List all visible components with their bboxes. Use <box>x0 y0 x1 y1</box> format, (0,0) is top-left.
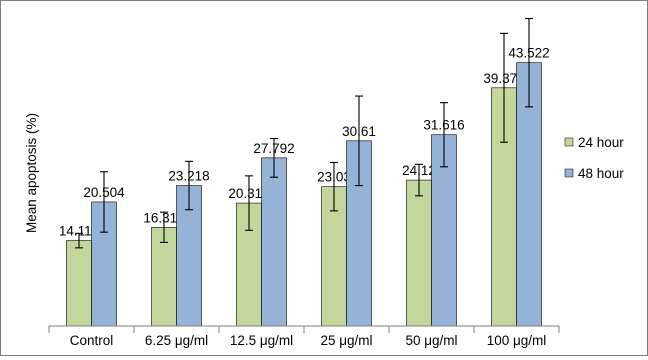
data-label-24-hour-4: 24.12 <box>402 163 436 178</box>
data-label-24-hour-2: 20.318 <box>228 186 269 201</box>
x-tick-label-2: 12.5 μg/ml <box>230 333 293 348</box>
data-label-24-hour-1: 16.318 <box>143 210 184 225</box>
bar-24-hour-1 <box>151 226 177 327</box>
plot-area: 14.116 20.504 Control 16.318 23.218 6.25 μg/m… <box>48 17 560 348</box>
data-label-24-hour-5: 39.372 <box>483 71 524 86</box>
data-label-48-hour-3: 30.61 <box>342 124 376 139</box>
x-tick-label-4: 50 μg/ml <box>405 333 457 348</box>
x-tick-label-0: Control <box>70 333 114 348</box>
data-label-48-hour-4: 31.616 <box>423 118 464 133</box>
data-label-48-hour-1: 23.218 <box>168 169 209 184</box>
legend-label-48-hour: 48 hour <box>578 166 624 181</box>
bar-48-hour-1 <box>176 185 202 327</box>
legend-label-24-hour: 24 hour <box>578 135 624 150</box>
x-tick-label-1: 6.25 μg/ml <box>145 333 208 348</box>
bar-24-hour-5 <box>491 87 517 327</box>
bar-48-hour-4 <box>431 134 457 327</box>
legend-swatch-48-hour <box>564 168 574 178</box>
bar-48-hour-2 <box>261 157 287 327</box>
bar-24-hour-0 <box>66 240 92 327</box>
legend: 24 hour 48 hour <box>564 135 624 181</box>
bar-24-hour-4 <box>406 179 432 327</box>
x-tick-label-3: 25 μg/ml <box>320 333 372 348</box>
data-label-24-hour-3: 23.03 <box>317 170 351 185</box>
legend-swatch-24-hour <box>564 137 574 147</box>
y-axis-title: Mean apoptosis (%) <box>24 113 39 233</box>
data-label-48-hour-0: 20.504 <box>83 185 125 200</box>
data-label-48-hour-2: 27.792 <box>253 141 294 156</box>
x-tick-label-5: 100 μg/ml <box>487 333 547 348</box>
data-label-24-hour-0: 14.116 <box>59 224 99 239</box>
data-label-48-hour-5: 43.522 <box>508 46 549 61</box>
